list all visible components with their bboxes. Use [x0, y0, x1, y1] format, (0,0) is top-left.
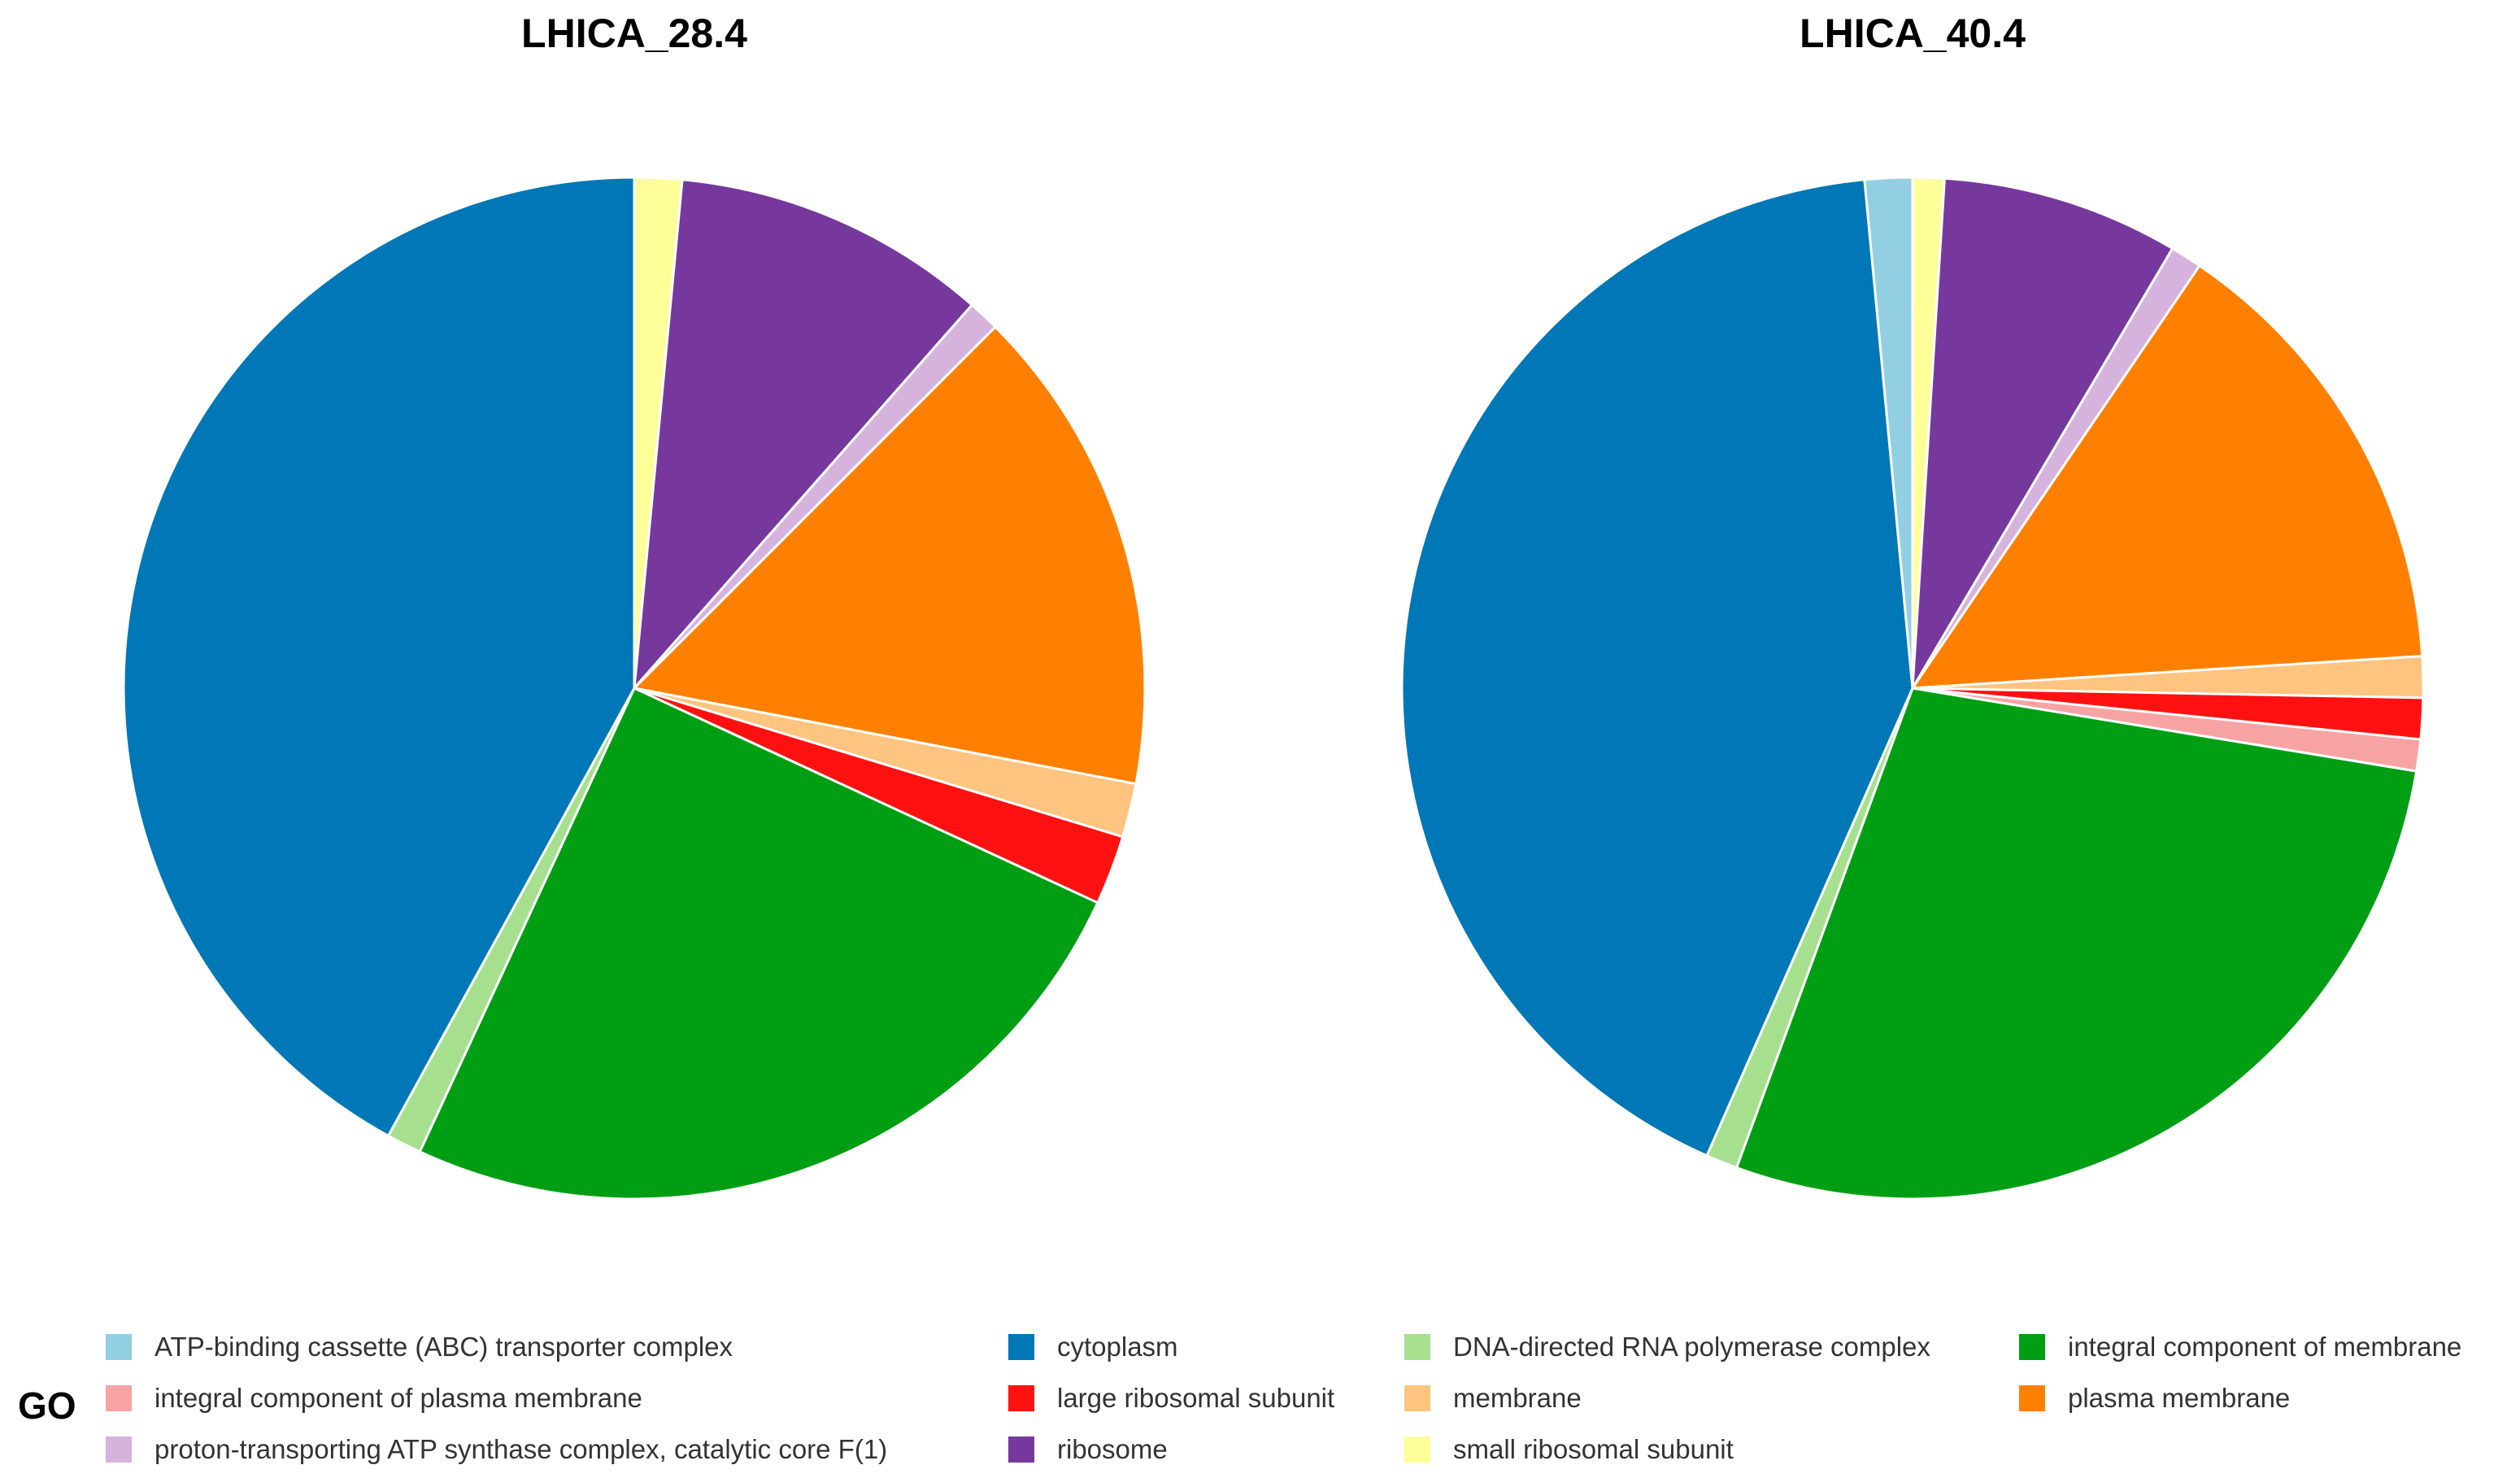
- pie-chart-1: [122, 176, 1147, 1201]
- pie-2-title: LHICA_40.4: [1800, 11, 2026, 56]
- legend-title: GO: [18, 1384, 76, 1427]
- legend-swatch-plasma-membrane: [2019, 1385, 2045, 1411]
- pie-1-title: LHICA_28.4: [521, 11, 747, 56]
- legend-label-membrane: membrane: [1453, 1383, 1582, 1413]
- legend-label-cytoplasm: cytoplasm: [1057, 1332, 1178, 1362]
- pie-2-slice-integral-component-of-membrane: [1734, 687, 2418, 1201]
- legend: ATP-binding cassette (ABC) transporter c…: [106, 1332, 2461, 1464]
- legend-label-integral-component-of-membrane: integral component of membrane: [2068, 1332, 2461, 1362]
- legend-label-integral-component-of-plasma-membrane: integral component of plasma membrane: [155, 1383, 642, 1413]
- legend-swatch-membrane: [1404, 1385, 1430, 1411]
- pie-2-slice-plasma-membrane: [1910, 264, 2424, 690]
- legend-swatch-atp-binding-cassette-abc-transporter-complex: [106, 1334, 132, 1360]
- pie-2-slice-atp-binding-cassette-abc-transporter-complex: [1863, 176, 1914, 689]
- legend-swatch-integral-component-of-plasma-membrane: [106, 1385, 132, 1411]
- legend-swatch-dna-directed-rna-polymerase-complex: [1404, 1334, 1430, 1360]
- legend-label-large-ribosomal-subunit: large ribosomal subunit: [1057, 1383, 1334, 1413]
- legend-swatch-cytoplasm: [1008, 1334, 1034, 1360]
- pie-1-slice-ribosome: [633, 178, 974, 692]
- legend-label-plasma-membrane: plasma membrane: [2068, 1383, 2290, 1413]
- pie-1-slice-integral-component-of-membrane: [418, 687, 1099, 1201]
- pie-1-slice-cytoplasm: [122, 176, 636, 1138]
- legend-swatch-integral-component-of-membrane: [2019, 1334, 2045, 1360]
- legend-label-atp-binding-cassette-abc-transporter-complex: ATP-binding cassette (ABC) transporter c…: [155, 1332, 733, 1362]
- legend-swatch-ribosome: [1008, 1437, 1034, 1463]
- legend-label-ribosome: ribosome: [1057, 1434, 1168, 1464]
- legend-label-dna-directed-rna-polymerase-complex: DNA-directed RNA polymerase complex: [1453, 1332, 1930, 1362]
- legend-swatch-small-ribosomal-subunit: [1404, 1437, 1430, 1463]
- legend-swatch-large-ribosomal-subunit: [1008, 1385, 1034, 1411]
- pie-1-slice-plasma-membrane: [631, 325, 1147, 786]
- pie-2-slice-ribosome: [1911, 177, 2174, 689]
- legend-label-proton-transporting-atp-synthase-complex-catalytic-core-f-1: proton-transporting ATP synthase complex…: [155, 1434, 887, 1464]
- pie-2-slice-cytoplasm: [1400, 178, 1914, 1158]
- legend-swatch-proton-transporting-atp-synthase-complex-catalytic-core-f-1: [106, 1437, 132, 1463]
- legend-label-small-ribosomal-subunit: small ribosomal subunit: [1453, 1434, 1734, 1464]
- pie-chart-2: [1400, 176, 2425, 1201]
